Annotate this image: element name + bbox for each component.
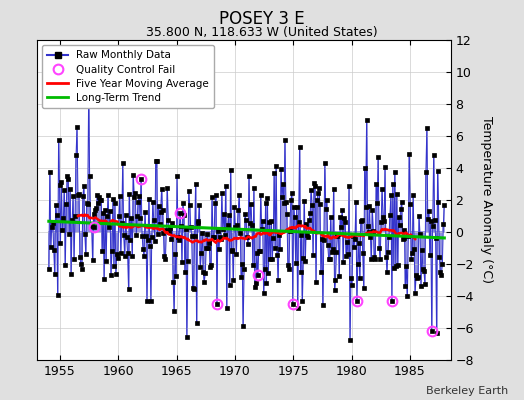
Legend: Raw Monthly Data, Quality Control Fail, Five Year Moving Average, Long-Term Tren: Raw Monthly Data, Quality Control Fail, … — [42, 45, 214, 108]
Text: 35.800 N, 118.633 W (United States): 35.800 N, 118.633 W (United States) — [146, 26, 378, 39]
Text: Berkeley Earth: Berkeley Earth — [426, 386, 508, 396]
Y-axis label: Temperature Anomaly (°C): Temperature Anomaly (°C) — [481, 116, 494, 284]
Text: POSEY 3 E: POSEY 3 E — [219, 10, 305, 28]
